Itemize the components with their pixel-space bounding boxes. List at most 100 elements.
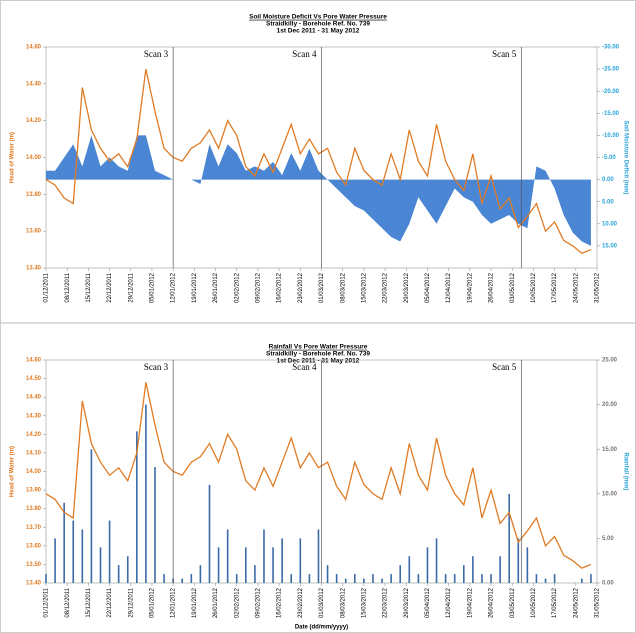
x-axis-label: Date (dd/mm/yyyy) bbox=[295, 625, 348, 631]
rain-bar bbox=[426, 547, 429, 583]
rain-bar bbox=[517, 538, 520, 583]
rain-bar bbox=[190, 574, 193, 583]
x-tick-label: 09/02/2012 bbox=[256, 587, 262, 618]
x-tick-label: 01/03/2012 bbox=[319, 587, 325, 618]
y2-tick-label: -20.00 bbox=[602, 89, 620, 95]
rain-bar bbox=[126, 556, 129, 583]
rain-bar bbox=[354, 574, 356, 583]
y2-tick-label: 0.00 bbox=[602, 581, 614, 587]
y-tick-label: 14.00 bbox=[26, 155, 42, 161]
y-axis-label: Head of Water (m) bbox=[10, 446, 16, 497]
x-tick-label: 02/02/2012 bbox=[234, 587, 240, 618]
y2-tick-label: 5.00 bbox=[602, 199, 614, 205]
rain-bar bbox=[272, 547, 274, 583]
deficit-area bbox=[46, 135, 591, 246]
y-tick-label: 13.40 bbox=[26, 266, 42, 272]
y2-tick-label: 15.00 bbox=[602, 243, 618, 249]
x-tick-label: 26/04/2012 bbox=[489, 272, 495, 303]
rain-bar bbox=[481, 574, 483, 583]
x-tick-label: 26/01/2012 bbox=[213, 272, 219, 303]
rain-bar bbox=[281, 538, 283, 583]
x-tick-label: 29/12/2011 bbox=[128, 272, 134, 302]
y-tick-label: 14.40 bbox=[26, 395, 42, 401]
y2-tick-label: -15.00 bbox=[602, 111, 620, 117]
rain-bar bbox=[326, 565, 329, 583]
y-tick-label: 13.80 bbox=[26, 506, 42, 512]
rain-bar bbox=[235, 574, 238, 583]
x-tick-label: 26/04/2012 bbox=[489, 587, 495, 618]
y-tick-label: 14.10 bbox=[26, 450, 42, 456]
x-tick-label: 15/03/2012 bbox=[361, 272, 367, 303]
y-tick-label: 14.30 bbox=[26, 413, 42, 419]
x-tick-label: 17/05/2012 bbox=[552, 272, 558, 303]
x-tick-label: 02/02/2012 bbox=[234, 272, 240, 303]
x-tick-label: 23/02/2012 bbox=[298, 272, 304, 303]
y-tick-label: 14.60 bbox=[26, 358, 42, 364]
rain-bar bbox=[453, 574, 456, 583]
rain-bar bbox=[54, 538, 56, 583]
rain-bar bbox=[81, 529, 84, 583]
rain-bar bbox=[553, 574, 556, 583]
x-tick-label: 22/03/2012 bbox=[383, 272, 389, 303]
scan-label: Scan 3 bbox=[144, 49, 169, 59]
y-tick-label: 13.60 bbox=[26, 229, 42, 235]
x-tick-label: 26/01/2012 bbox=[213, 587, 219, 618]
x-tick-label: 29/03/2012 bbox=[404, 272, 410, 303]
x-tick-label: 05/04/2012 bbox=[425, 587, 431, 618]
head-line bbox=[45, 68, 592, 255]
chart-title: Soil Moisture Deficit Vs Pore Water Pres… bbox=[249, 14, 387, 21]
x-tick-label: 08/12/2011 bbox=[65, 272, 71, 302]
rain-bar bbox=[444, 574, 447, 583]
rain-bar bbox=[117, 565, 120, 583]
rain-bar bbox=[363, 578, 365, 583]
y2-tick-label: -30.00 bbox=[602, 45, 620, 51]
x-tick-label: 15/12/2011 bbox=[86, 272, 92, 302]
rain-bar bbox=[199, 565, 202, 583]
rain-bar bbox=[472, 556, 474, 583]
x-tick-label: 12/04/2012 bbox=[446, 587, 452, 618]
y-tick-label: 14.60 bbox=[26, 45, 42, 51]
rain-bar bbox=[181, 578, 184, 583]
x-tick-label: 05/01/2012 bbox=[150, 272, 156, 303]
chart-subtitle: 1st Dec 2011 - 31 May 2012 bbox=[277, 28, 360, 35]
rain-bar bbox=[45, 574, 47, 583]
rain-bar bbox=[99, 547, 102, 583]
scan-label: Scan 4 bbox=[292, 362, 317, 372]
x-tick-label: 15/03/2012 bbox=[361, 587, 367, 618]
rain-bar bbox=[335, 574, 338, 583]
rain-bar bbox=[154, 467, 156, 583]
scan-label: Scan 3 bbox=[144, 362, 169, 372]
y-tick-label: 14.20 bbox=[26, 118, 42, 124]
rain-bar bbox=[544, 578, 547, 583]
y-tick-label: 13.90 bbox=[26, 488, 42, 494]
rain-bar bbox=[136, 431, 138, 583]
x-tick-label: 23/02/2012 bbox=[298, 587, 304, 618]
scan-label: Scan 5 bbox=[492, 49, 517, 59]
x-tick-label: 22/03/2012 bbox=[383, 587, 389, 618]
x-tick-label: 01/03/2012 bbox=[319, 272, 325, 303]
chart-title: Rainfall Vs Pore Water Pressure bbox=[269, 344, 368, 351]
y2-tick-label: 0.00 bbox=[602, 177, 614, 183]
y-tick-label: 13.40 bbox=[26, 581, 42, 587]
x-tick-label: 12/01/2012 bbox=[171, 272, 177, 303]
y2-tick-label: 10.00 bbox=[602, 491, 618, 497]
rain-bar bbox=[208, 484, 211, 583]
rain-bar bbox=[217, 547, 220, 583]
y-tick-label: 14.20 bbox=[26, 432, 42, 438]
x-tick-label: 19/04/2012 bbox=[467, 272, 473, 303]
rain-bar bbox=[499, 556, 501, 583]
x-tick-label: 03/05/2012 bbox=[510, 272, 516, 303]
y-tick-label: 14.40 bbox=[26, 81, 42, 87]
x-tick-label: 15/12/2011 bbox=[86, 587, 92, 617]
x-tick-label: 12/01/2012 bbox=[171, 587, 177, 618]
rain-bar bbox=[263, 529, 265, 583]
y-tick-label: 13.60 bbox=[26, 543, 42, 549]
scan-label: Scan 4 bbox=[292, 49, 317, 59]
x-tick-label: 19/01/2012 bbox=[192, 272, 198, 303]
chart-subtitle: 1st Dec 2011 - 31 May 2012 bbox=[277, 358, 360, 365]
rain-bar bbox=[526, 547, 529, 583]
scan-label: Scan 5 bbox=[492, 362, 517, 372]
x-tick-label: 31/05/2012 bbox=[595, 272, 601, 303]
x-tick-label: 24/05/2012 bbox=[573, 587, 579, 618]
